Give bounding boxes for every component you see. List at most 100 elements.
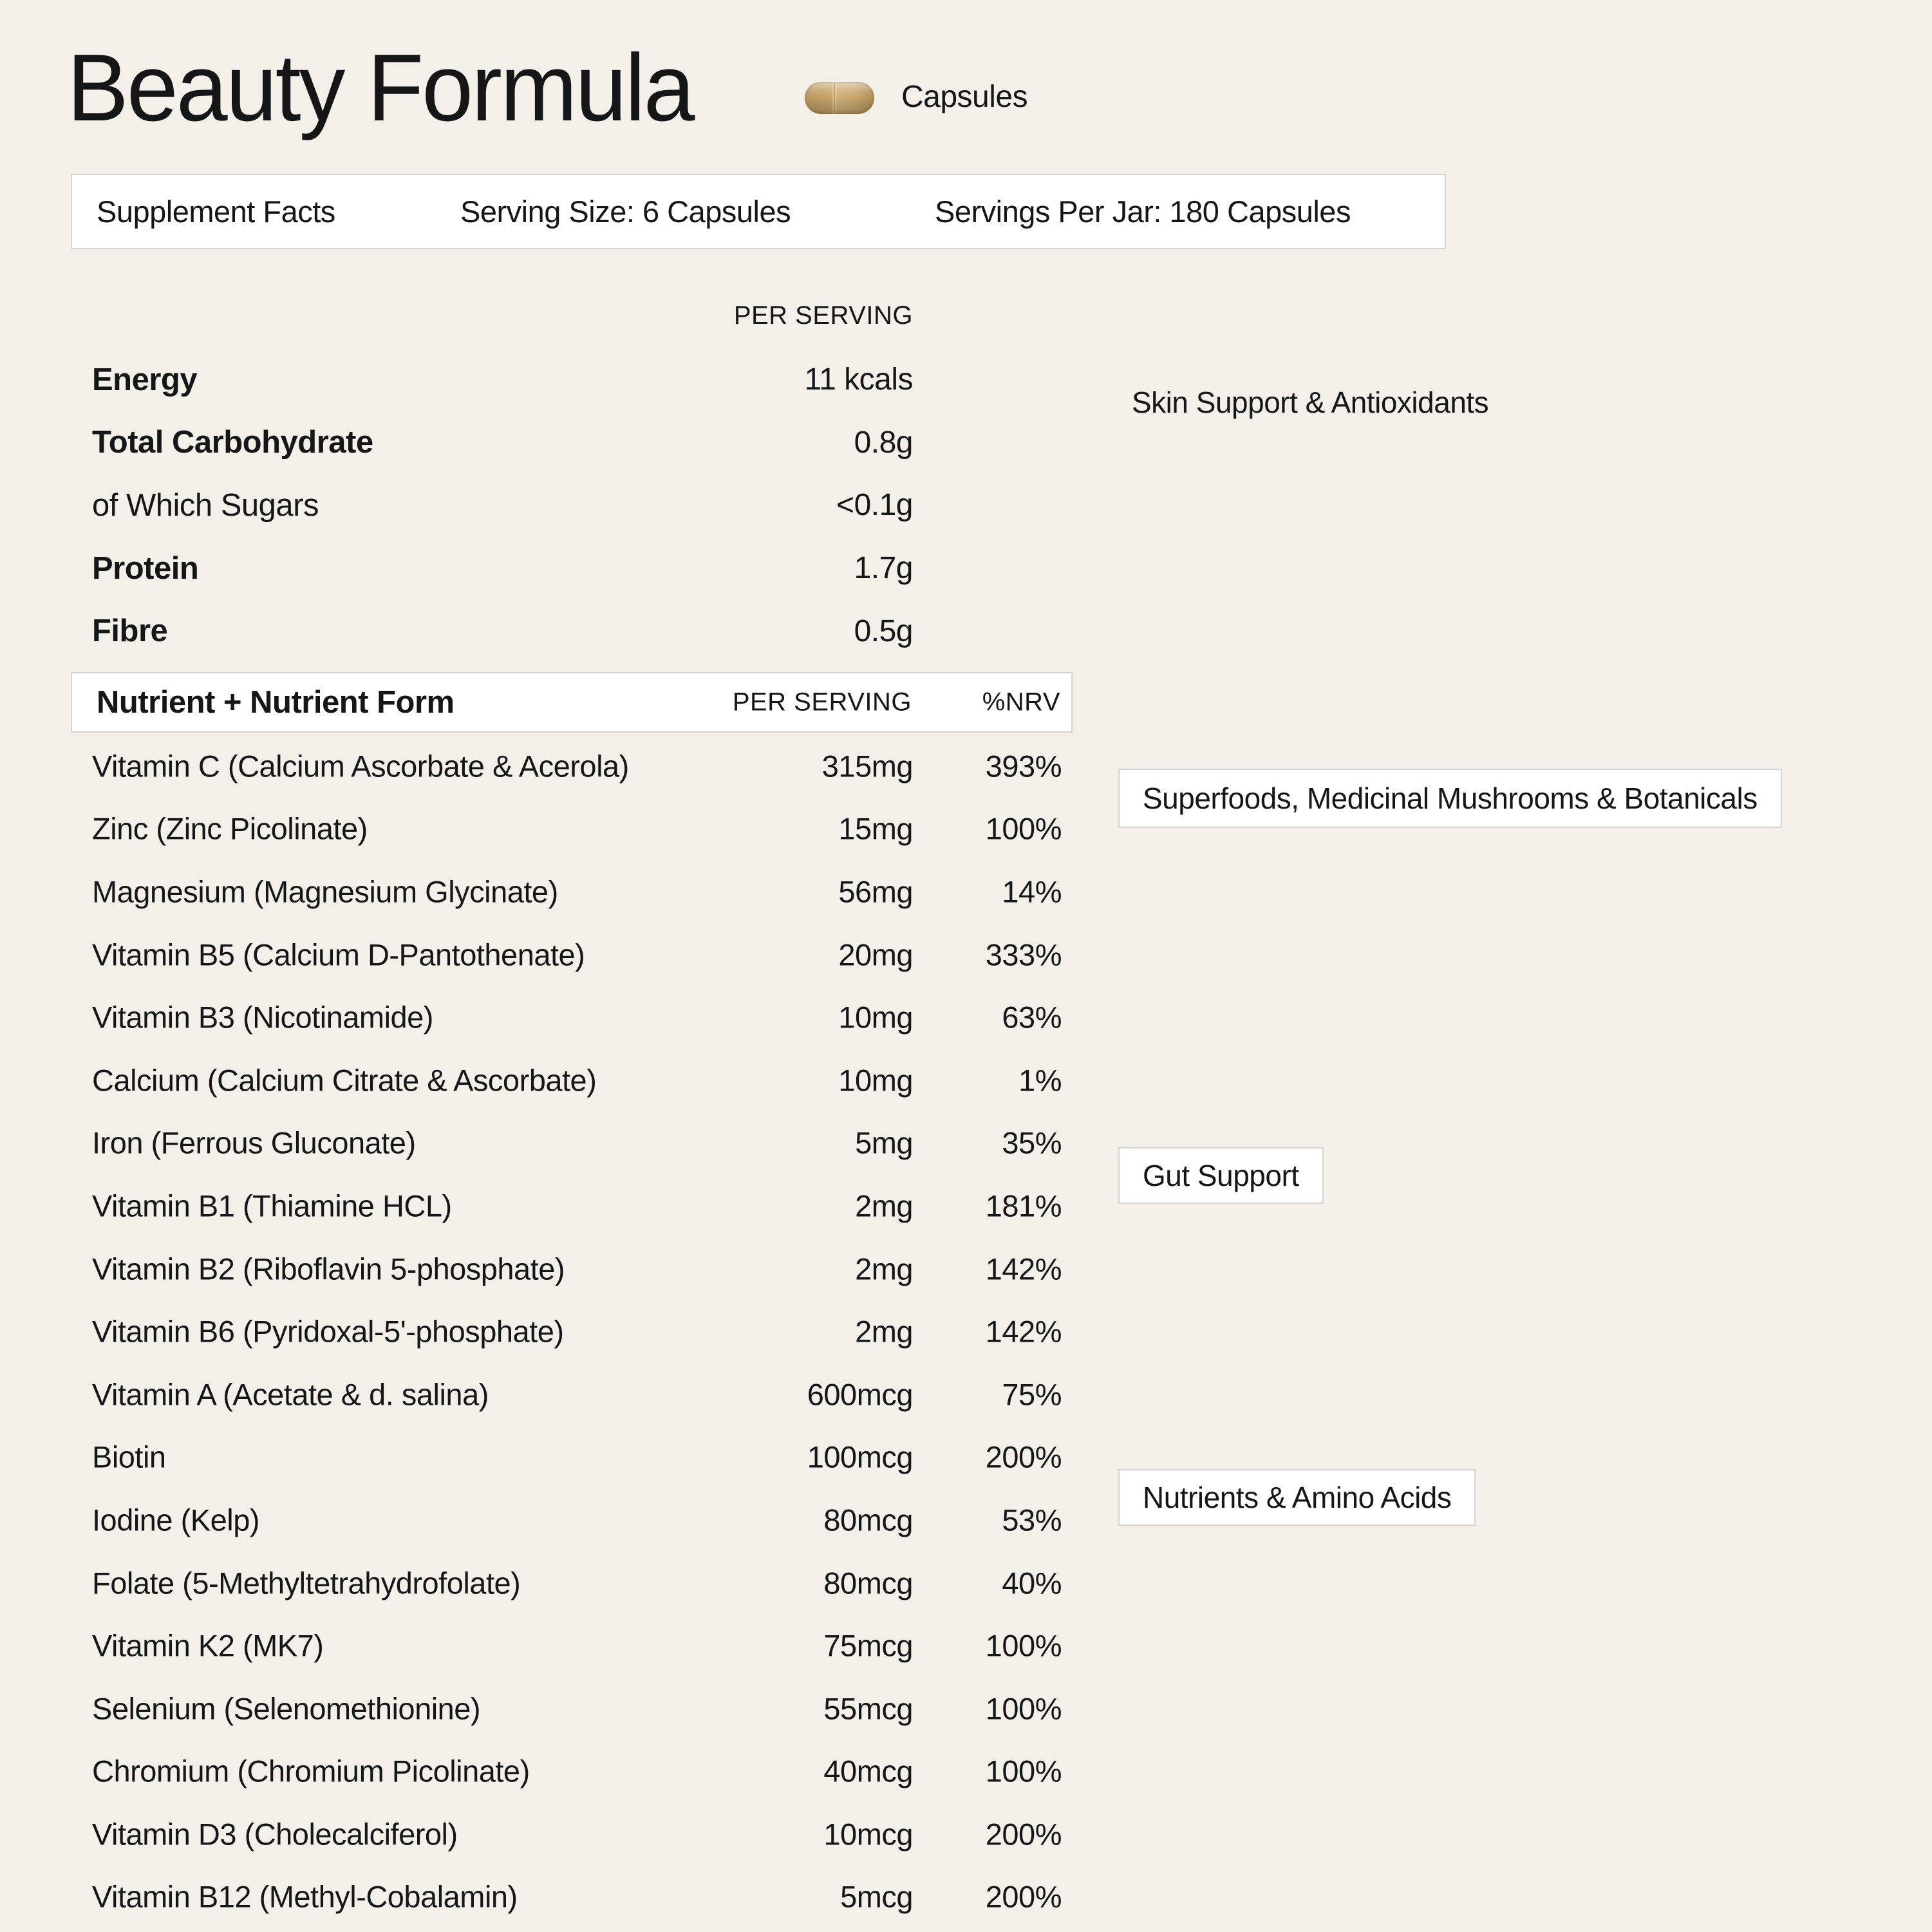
table-row: Vitamin B12 (Methyl-Cobalamin) 5mcg 200% (71, 1866, 1073, 1929)
macro-rows: Energy 11 kcals Total Carbohydrate 0.8g of W… (71, 348, 914, 662)
macro-row: of Which Sugars <0.1g (92, 474, 913, 537)
table-row: Vitamin D3 (Cholecalciferol) 10mcg 200% (71, 1803, 1073, 1866)
nutrient-nrv: 333% (985, 937, 1062, 972)
table-row: Calcium (Calcium Citrate & Ascorbate) 10m… (71, 1049, 1073, 1112)
nutrient-amount: 75mcg (823, 1628, 913, 1663)
nutrient-name: Calcium (Calcium Citrate & Ascorbate) (92, 1063, 597, 1098)
nutrient-name: Chromium (Chromium Picolinate) (92, 1754, 530, 1788)
nutrient-amount: 315mg (821, 749, 914, 783)
nutrient-name: Vitamin A (Acetate & d. salina) (92, 1377, 489, 1412)
macro-label: Protein (92, 550, 199, 586)
table-row: Biotin 100mcg 200% (71, 1426, 1073, 1489)
nutrient-amount: 2mg (855, 1314, 913, 1349)
nutrient-nrv: 100% (985, 1628, 1062, 1663)
nutrient-rows: Vitamin C (Calcium Ascorbate & Acerola) 3… (71, 735, 1073, 1928)
nutrient-nrv: 100% (985, 1691, 1062, 1726)
macro-value: 1.7g (854, 551, 914, 586)
table-row: Vitamin K2 (MK7) 75mcg 100% (71, 1614, 1073, 1677)
nutrient-nrv: 1% (1018, 1063, 1062, 1098)
macro-label: Total Carbohydrate (92, 425, 373, 460)
table-row: Selenium (Selenomethionine) 55mcg 100% (71, 1677, 1073, 1740)
nutrient-nrv: 100% (985, 811, 1062, 846)
nrv-column-header: %NRV (982, 688, 1060, 717)
category-label-skin-support: Skin Support & Antioxidants (1132, 386, 1489, 419)
nutrient-name-column-header: Nutrient + Nutrient Form (97, 685, 455, 720)
nutrient-amount: 20mg (838, 937, 913, 972)
serving-size-label: Serving Size: 6 Capsules (460, 194, 791, 229)
nutrient-amount: 2mg (855, 1188, 913, 1223)
macro-label: Energy (92, 362, 198, 397)
table-row: Iodine (Kelp) 80mcg 53% (71, 1488, 1073, 1552)
macro-row: Fibre 0.5g (92, 599, 914, 662)
nutrient-name: Iron (Ferrous Gluconate) (92, 1125, 416, 1160)
macro-row: Energy 11 kcals (92, 348, 913, 411)
table-row: Vitamin B1 (Thiamine HCL) 2mg 181% (71, 1174, 1073, 1237)
nutrient-nrv: 53% (1002, 1503, 1062, 1537)
table-row: Vitamin B2 (Riboflavin 5-phosphate) 2mg 14… (71, 1237, 1073, 1300)
macro-row: Protein 1.7g (92, 537, 914, 600)
nutrient-nrv: 142% (985, 1314, 1062, 1349)
nutrient-name: Zinc (Zinc Picolinate) (92, 811, 368, 846)
nutrient-amount: 40mcg (823, 1754, 913, 1788)
nutrient-table-header: Nutrient + Nutrient Form PER SERVING %NR… (71, 672, 1073, 733)
macro-row: Total Carbohydrate 0.8g (92, 411, 914, 474)
nutrient-nrv: 200% (985, 1817, 1062, 1852)
nutrient-amount: 5mg (855, 1125, 913, 1160)
nutrient-name: Biotin (92, 1440, 166, 1474)
nutrient-nrv: 35% (1002, 1125, 1062, 1160)
table-row: Vitamin B5 (Calcium D-Pantothenate) 20mg 3… (71, 923, 1073, 986)
nutrient-nrv: 142% (985, 1252, 1062, 1286)
nutrient-nrv: 200% (985, 1440, 1062, 1474)
nutrient-nrv: 200% (985, 1879, 1062, 1914)
table-row: Magnesium (Magnesium Glycinate) 56mg 14% (71, 860, 1073, 923)
nutrient-nrv: 40% (1002, 1566, 1062, 1600)
nutrient-name: Vitamin B1 (Thiamine HCL) (92, 1188, 452, 1223)
nutrient-amount: 5mcg (840, 1879, 913, 1914)
nutrient-amount: 15mg (838, 811, 913, 846)
nutrient-amount: 10mg (838, 1000, 913, 1035)
nutrient-amount: 80mcg (823, 1503, 913, 1537)
table-row: Vitamin C (Calcium Ascorbate & Acerola) 3… (71, 735, 1073, 798)
facts-bar: Supplement Facts Serving Size: 6 Capsule… (71, 174, 1446, 249)
nutrient-nrv: 14% (1002, 874, 1062, 909)
nutrient-name: Iodine (Kelp) (92, 1503, 260, 1537)
macro-value: <0.1g (836, 488, 913, 523)
per-serving-column-header: PER SERVING (732, 688, 912, 717)
product-format-label: Capsules (901, 80, 1028, 114)
macro-value: 0.8g (854, 425, 914, 460)
nutrient-name: Vitamin B5 (Calcium D-Pantothenate) (92, 937, 585, 972)
capsule-icon (805, 82, 874, 114)
nutrient-name: Vitamin C (Calcium Ascorbate & Acerola) (92, 749, 629, 783)
nutrient-nrv: 100% (985, 1754, 1062, 1788)
category-label-nutrients-amino-acids: Nutrients & Amino Acids (1118, 1469, 1476, 1526)
nutrient-name: Vitamin B2 (Riboflavin 5-phosphate) (92, 1252, 565, 1286)
nutrient-amount: 56mg (838, 874, 913, 909)
table-row: Zinc (Zinc Picolinate) 15mg 100% (71, 798, 1073, 861)
nutrient-nrv: 393% (985, 749, 1062, 783)
nutrient-nrv: 63% (1002, 1000, 1062, 1035)
nutrient-name: Folate (5-Methyltetrahydrofolate) (92, 1566, 521, 1600)
nutrient-name: Vitamin B12 (Methyl-Cobalamin) (92, 1879, 518, 1914)
nutrient-name: Vitamin B6 (Pyridoxal-5'-phosphate) (92, 1314, 564, 1349)
table-row: Vitamin B6 (Pyridoxal-5'-phosphate) 2mg 14… (71, 1300, 1073, 1363)
nutrient-amount: 10mg (838, 1063, 913, 1098)
nutrient-amount: 55mcg (823, 1691, 913, 1726)
nutrient-amount: 2mg (855, 1252, 913, 1286)
servings-per-jar-label: Servings Per Jar: 180 Capsules (935, 194, 1351, 229)
table-row: Vitamin B3 (Nicotinamide) 10mg 63% (71, 986, 1073, 1049)
nutrient-amount: 100mcg (807, 1440, 914, 1474)
nutrient-nrv: 181% (985, 1188, 1062, 1223)
nutrient-amount: 80mcg (823, 1566, 913, 1600)
nutrient-name: Selenium (Selenomethionine) (92, 1691, 481, 1726)
supplement-facts-label: Supplement Facts (97, 194, 335, 229)
table-row: Iron (Ferrous Gluconate) 5mg 35% (71, 1112, 1073, 1175)
macro-column-header: PER SERVING (733, 301, 913, 330)
table-row: Vitamin A (Acetate & d. salina) 600mcg 75% (71, 1363, 1073, 1426)
nutrient-amount: 10mcg (823, 1817, 913, 1852)
category-label-superfoods: Superfoods, Medicinal Mushrooms & Botani… (1118, 769, 1782, 828)
macro-label: of Which Sugars (92, 487, 319, 523)
table-row: Folate (5-Methyltetrahydrofolate) 80mcg 40… (71, 1552, 1073, 1615)
table-row: Chromium (Chromium Picolinate) 40mcg 100% (71, 1740, 1073, 1803)
nutrient-name: Vitamin K2 (MK7) (92, 1628, 324, 1663)
